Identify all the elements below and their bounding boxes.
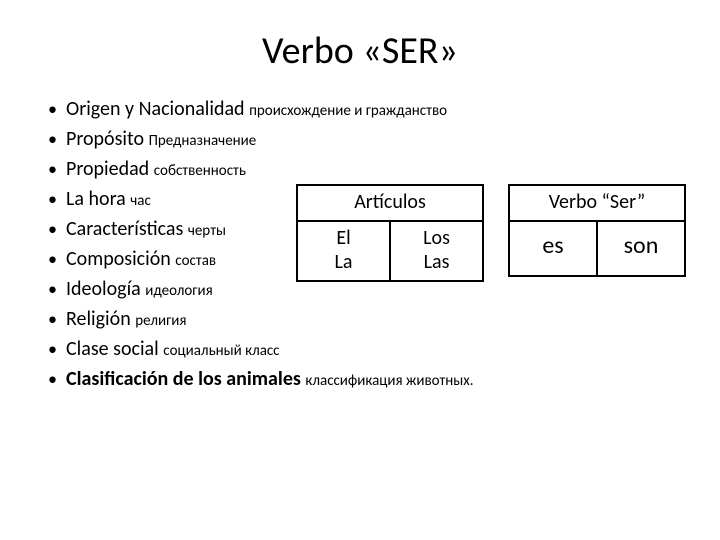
list-item-es: Ideología <box>66 277 141 301</box>
list-item-ru: состав <box>175 252 216 270</box>
list-item: La hora час <box>48 184 720 214</box>
list-item: Propósito Предназначение <box>48 124 720 154</box>
list-item-es: Origen y Nacionalidad <box>66 97 245 121</box>
list-item-es: Religión <box>66 307 131 331</box>
list-item-es: La hora <box>66 187 126 211</box>
list-item: Características черты <box>48 214 720 244</box>
list-item-es: Clasificación de los animales <box>66 367 301 391</box>
list-item: Clasificación de los animales классифика… <box>48 364 720 394</box>
list-item-es: Clase social <box>66 337 159 361</box>
list-item: Origen y Nacionalidad происхождение и гр… <box>48 94 720 124</box>
list-item-ru: час <box>130 192 151 210</box>
list-item: Propiedad собственность <box>48 154 720 184</box>
slide-title: Verbo «SER» <box>0 0 720 94</box>
list-item-ru: религия <box>135 312 186 330</box>
list-item: Ideología идеология <box>48 274 720 304</box>
list-item-ru: идеология <box>145 282 212 300</box>
list-item-es: Propósito <box>66 127 144 151</box>
list-item-es: Características <box>66 217 183 241</box>
list-item: Clase social социальный класс <box>48 334 720 364</box>
list-item-es: Propiedad <box>66 157 149 181</box>
list-item: Composición состав <box>48 244 720 274</box>
list-item-ru: собственность <box>154 162 246 180</box>
list-item-ru: социальный класс <box>163 342 279 360</box>
list-item-ru: классификация животных. <box>305 372 473 390</box>
list-item-ru: черты <box>188 222 226 240</box>
list-item: Religión религия <box>48 304 720 334</box>
content-area: Origen y Nacionalidad происхождение и гр… <box>0 94 720 394</box>
list-item-ru: Предназначение <box>149 132 257 150</box>
list-item-es: Composición <box>66 247 171 271</box>
list-item-ru: происхождение и гражданство <box>249 102 447 120</box>
usage-list: Origen y Nacionalidad происхождение и гр… <box>48 94 720 394</box>
